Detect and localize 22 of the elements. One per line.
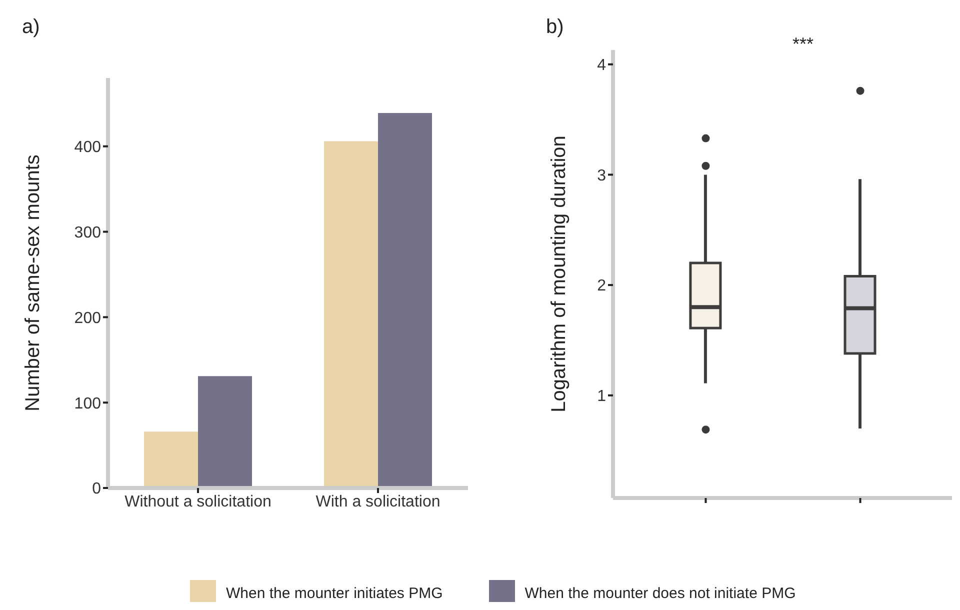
y-tick-label: 1	[597, 388, 606, 406]
y-tick-label: 200	[74, 310, 102, 327]
annotation: ***	[791, 34, 814, 55]
x-tick-label: With a solicitation	[316, 493, 440, 510]
x-tick-label: Without a solicitation	[124, 493, 272, 510]
chart-title: b)	[546, 16, 564, 39]
legend-label: When the mounter does not initiate PMG	[524, 584, 796, 602]
y-tick-label: 2	[597, 278, 606, 295]
chart-title: a)	[22, 16, 40, 39]
bar	[144, 432, 198, 488]
y-tick-label: 400	[74, 139, 102, 156]
legend-label: When the mounter initiates PMG	[226, 584, 443, 602]
y-tick-label: 100	[74, 395, 102, 412]
bar	[378, 113, 432, 488]
bar	[324, 141, 378, 488]
y-tick-label: 0	[92, 480, 102, 498]
y-axis-title: Logarithm of mounting duration	[548, 136, 570, 412]
y-tick-label: 3	[597, 167, 606, 184]
y-tick-label: 4	[597, 57, 606, 74]
bar	[198, 376, 252, 488]
y-tick-label: 300	[74, 224, 102, 242]
y-axis-title: Number of same-sex mounts	[22, 154, 44, 412]
